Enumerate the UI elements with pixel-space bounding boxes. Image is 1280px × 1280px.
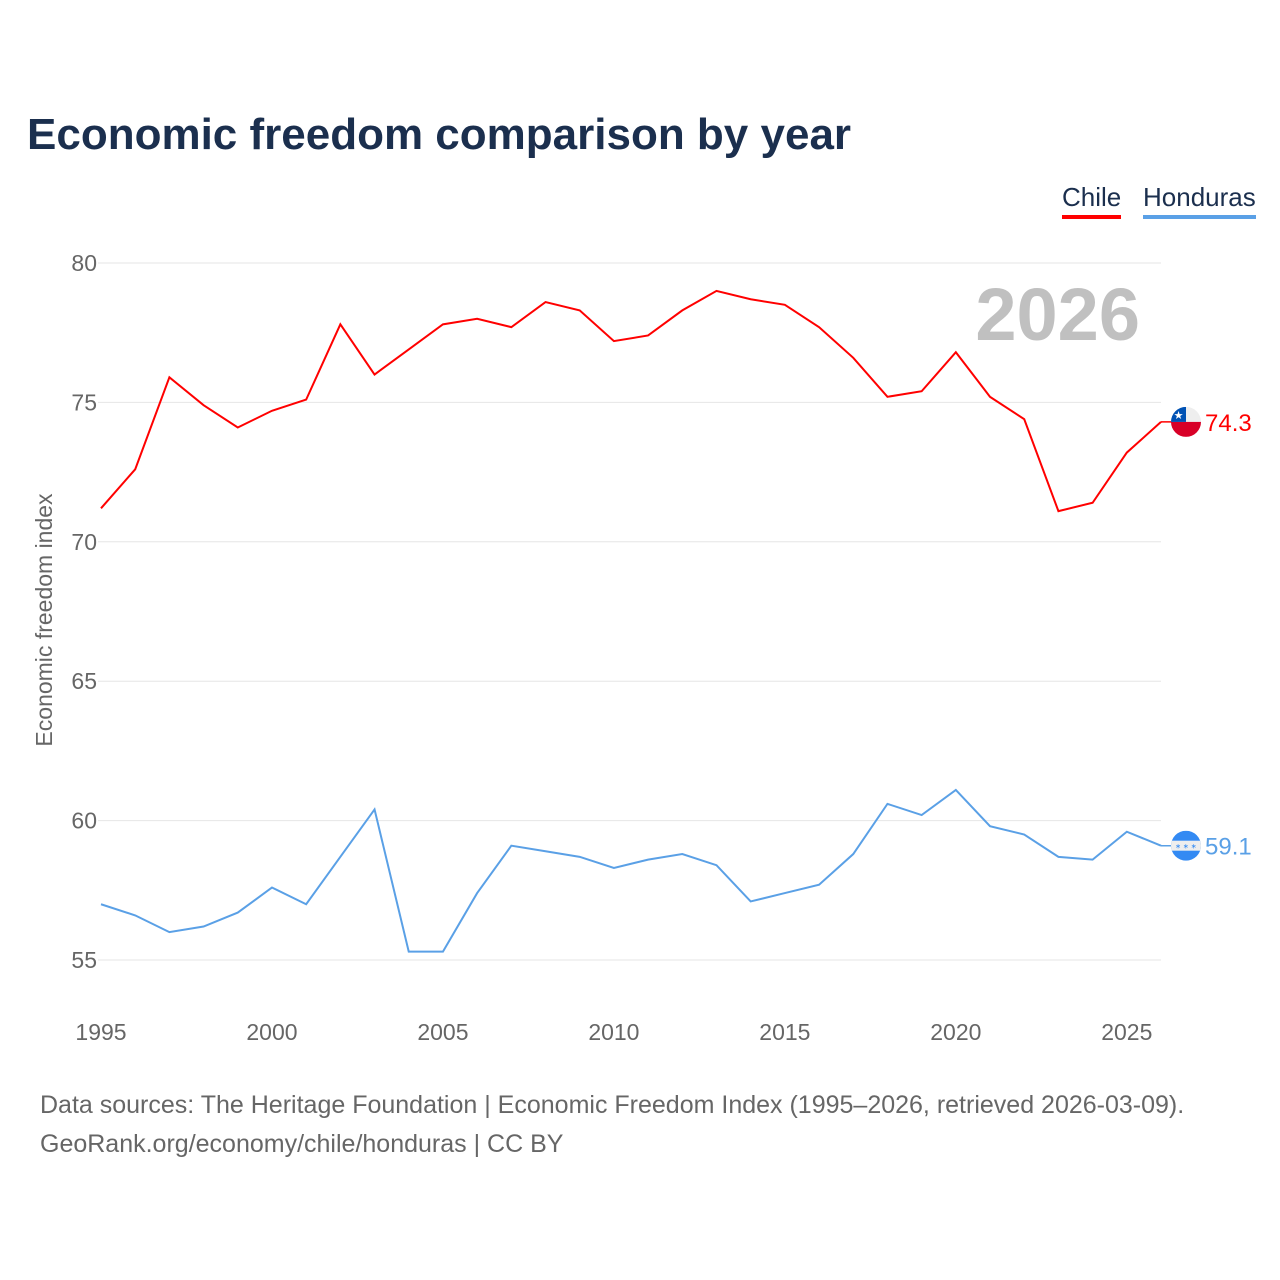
x-tick-label: 2005 xyxy=(417,1019,468,1045)
flag-body: ★ xyxy=(1171,406,1201,437)
end-value-label: 59.1 xyxy=(1205,834,1252,861)
x-tick-label: 2020 xyxy=(930,1019,981,1045)
y-tick-label: 55 xyxy=(71,947,97,973)
flag-stars: ∗ ∗ ∗ xyxy=(1175,844,1197,851)
series-line-chile xyxy=(100,289,1162,513)
x-tick-label: 1995 xyxy=(75,1019,126,1045)
flag-star: ★ xyxy=(1174,410,1184,422)
series-line-honduras xyxy=(100,788,1162,953)
y-tick-label: 75 xyxy=(71,389,97,415)
flag-white xyxy=(1171,840,1201,851)
y-tick-label: 65 xyxy=(71,668,97,694)
legend-honduras[interactable]: Honduras xyxy=(1143,182,1256,219)
footer-credit: GeoRank.org/economy/chile/honduras | CC … xyxy=(40,1130,564,1158)
y-tick-label: 60 xyxy=(71,808,97,834)
legend-chile[interactable]: Chile xyxy=(1062,182,1122,219)
x-tick-label: 2010 xyxy=(588,1019,639,1045)
end-value-label: 74.3 xyxy=(1205,410,1252,437)
flag-honduras-icon: ∗ ∗ ∗ xyxy=(1171,830,1201,861)
chart-title: Economic freedom comparison by year xyxy=(27,110,852,159)
y-tick-label: 80 xyxy=(71,250,97,276)
footer-sources: Data sources: The Heritage Foundation | … xyxy=(40,1091,1185,1119)
x-tick-label: 2025 xyxy=(1101,1019,1152,1045)
x-tick-label: 2015 xyxy=(759,1019,810,1045)
y-axis-label: Economic freedom index xyxy=(31,493,57,747)
flag-red xyxy=(1171,421,1201,437)
footer: Data sources: The Heritage Foundation | … xyxy=(40,1086,1184,1164)
x-tick-label: 2000 xyxy=(246,1019,297,1045)
year-watermark: 2026 xyxy=(975,273,1140,356)
flag-body: ∗ ∗ ∗ xyxy=(1171,830,1201,861)
flag-chile-icon: ★ xyxy=(1171,406,1201,437)
y-tick-label: 70 xyxy=(71,529,97,555)
